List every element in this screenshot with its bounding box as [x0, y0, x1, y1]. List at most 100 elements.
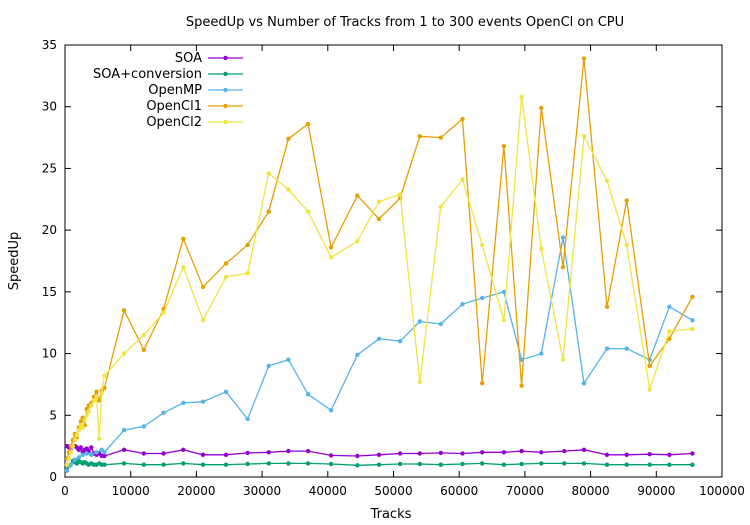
data-point-opencl1	[690, 294, 695, 299]
y-tick-label: 20	[42, 223, 57, 237]
data-point-opencl1	[519, 383, 524, 388]
data-point-soa-conversion	[102, 462, 107, 467]
data-point-soa-conversion	[397, 461, 403, 467]
data-point-opencl2	[94, 394, 99, 399]
data-point-openmp	[64, 468, 70, 473]
data-point-soa-conversion	[539, 461, 544, 466]
data-point-soa	[266, 450, 271, 455]
data-point-opencl2	[266, 171, 271, 176]
data-point-openmp	[266, 363, 271, 369]
data-point-soa	[141, 451, 146, 456]
series-soa-conversion	[64, 458, 695, 472]
data-point-opencl2	[223, 274, 229, 280]
data-point-soa	[161, 451, 166, 456]
series-opencl1	[64, 56, 695, 461]
x-tick-label: 80000	[572, 484, 610, 498]
data-point-opencl2	[305, 209, 311, 214]
data-point-soa-conversion	[417, 461, 422, 467]
data-point-opencl2	[539, 246, 544, 251]
y-tick-label: 10	[42, 347, 57, 361]
data-point-openmp	[667, 304, 672, 309]
data-point-openmp	[181, 400, 186, 406]
data-point-soa-conversion	[604, 462, 610, 467]
data-point-openmp	[690, 318, 695, 323]
data-point-opencl2	[141, 332, 146, 338]
data-point-opencl2	[74, 432, 80, 438]
data-point-opencl2	[480, 242, 485, 248]
data-point-soa-conversion	[519, 461, 524, 467]
data-point-opencl1	[305, 121, 311, 127]
data-point-opencl1	[223, 261, 229, 266]
series-soa	[64, 443, 695, 459]
data-point-opencl2	[76, 427, 82, 433]
data-point-openmp	[417, 319, 422, 324]
y-tick-label: 30	[42, 100, 57, 114]
data-point-opencl2	[501, 318, 507, 323]
data-point-opencl1	[245, 242, 250, 248]
data-point-opencl1	[624, 198, 629, 203]
legend-marker-openmp	[223, 87, 228, 93]
data-point-soa	[501, 450, 507, 455]
data-point-openmp	[286, 357, 291, 362]
data-point-opencl2	[438, 204, 443, 209]
x-tick-label: 30000	[243, 484, 281, 498]
data-point-openmp	[76, 455, 82, 460]
data-point-soa-conversion	[223, 462, 229, 467]
y-tick-label: 35	[42, 38, 57, 52]
data-point-soa-conversion	[355, 463, 360, 468]
data-point-opencl2	[519, 94, 524, 100]
data-point-soa-conversion	[667, 462, 672, 467]
data-point-soa-conversion	[562, 461, 567, 466]
data-point-opencl2	[376, 199, 382, 204]
data-point-opencl1	[480, 381, 485, 386]
data-point-opencl2	[328, 255, 334, 260]
data-point-opencl2	[64, 462, 70, 467]
data-point-openmp	[84, 451, 89, 456]
data-point-opencl2	[121, 351, 127, 356]
data-point-openmp	[161, 410, 166, 415]
data-point-soa-conversion	[501, 462, 507, 467]
x-tick-label: 10000	[112, 484, 150, 498]
data-point-opencl2	[97, 436, 102, 441]
data-point-opencl1	[604, 304, 610, 309]
y-tick-label: 0	[49, 470, 57, 484]
data-point-soa-conversion	[121, 461, 127, 466]
data-point-opencl2	[690, 326, 695, 332]
data-point-openmp	[223, 389, 229, 394]
data-point-opencl1	[560, 265, 566, 270]
data-point-opencl1	[581, 56, 587, 61]
data-point-openmp	[397, 339, 403, 344]
data-point-openmp	[501, 289, 507, 295]
data-point-soa-conversion	[161, 462, 166, 467]
y-tick-label: 25	[42, 161, 57, 175]
data-point-opencl1	[501, 144, 507, 149]
x-tick-label: 70000	[506, 484, 544, 498]
data-point-openmp	[624, 346, 629, 351]
data-point-openmp	[581, 381, 587, 386]
data-point-opencl2	[161, 310, 166, 315]
data-point-opencl1	[141, 347, 146, 353]
data-point-openmp	[245, 416, 250, 422]
y-tick-label: 5	[49, 408, 57, 422]
data-point-soa-conversion	[181, 461, 186, 466]
data-point-openmp	[68, 462, 74, 467]
data-point-soa	[690, 451, 695, 456]
legend-marker-soa	[223, 55, 228, 61]
data-point-opencl1	[78, 419, 84, 424]
data-point-opencl2	[604, 178, 610, 183]
data-point-soa	[200, 452, 206, 457]
data-point-opencl2	[581, 134, 587, 139]
data-point-opencl2	[417, 379, 422, 385]
series-openmp	[64, 235, 695, 473]
data-point-opencl1	[94, 389, 99, 394]
data-point-opencl2	[86, 409, 91, 414]
data-point-soa	[397, 451, 403, 456]
data-point-soa	[667, 452, 672, 457]
data-point-soa	[438, 450, 443, 456]
data-point-soa-conversion	[266, 461, 271, 466]
data-point-openmp	[80, 452, 85, 457]
data-point-openmp	[480, 295, 485, 301]
data-point-openmp	[355, 352, 360, 357]
